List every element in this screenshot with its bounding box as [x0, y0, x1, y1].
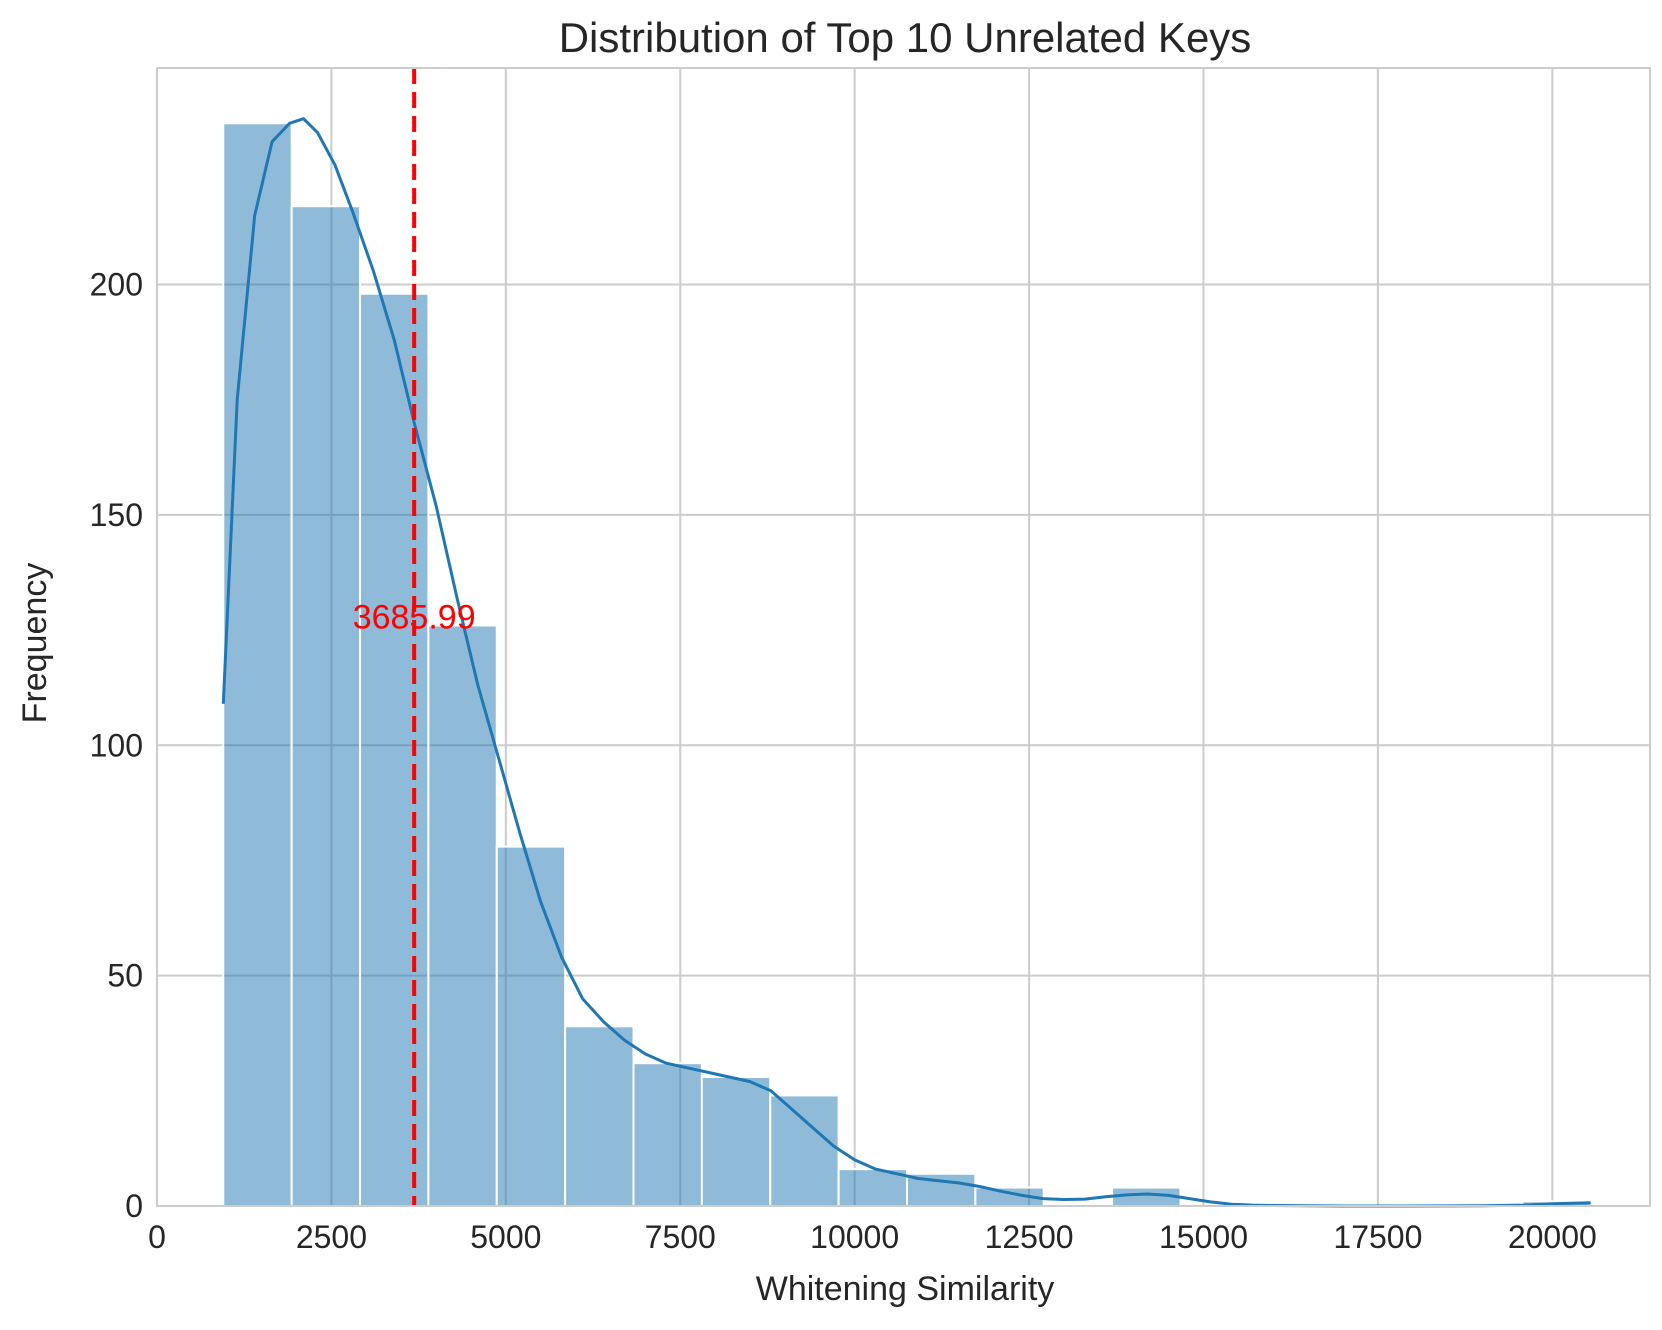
y-axis-label: Frequency [16, 563, 54, 724]
plot-frame [156, 67, 1651, 1207]
x-tick-label: 0 [148, 1219, 166, 1255]
x-tick-label: 20000 [1508, 1219, 1597, 1255]
histogram-bar [290, 205, 362, 1207]
y-tick-label: 0 [125, 1188, 143, 1224]
histogram-bar [564, 1025, 635, 1207]
histogram-bar [700, 1075, 772, 1208]
x-tick-label: 10000 [810, 1219, 899, 1255]
y-tick-label: 50 [107, 958, 143, 994]
x-tick-label: 5000 [470, 1219, 541, 1255]
x-tick-label: 7500 [645, 1219, 716, 1255]
histogram-bar [222, 122, 293, 1207]
x-tick-label: 12500 [985, 1219, 1074, 1255]
histogram-bar [359, 292, 430, 1207]
y-tick-label: 150 [90, 497, 143, 533]
kde-curve [221, 117, 1591, 1208]
histogram-bar [632, 1062, 703, 1207]
histogram-bar [769, 1094, 840, 1207]
y-tick-labels: 0 50 100 150 200 [90, 267, 143, 1224]
y-tick-label: 100 [90, 727, 143, 763]
mean-value-label: 3685.99 [353, 598, 476, 636]
chart-title: Distribution of Top 10 Unrelated Keys [559, 14, 1252, 61]
histogram-bar [495, 845, 567, 1207]
x-tick-label: 15000 [1159, 1219, 1248, 1255]
y-tick-label: 200 [90, 267, 143, 303]
x-axis-label: Whitening Similarity [756, 1270, 1055, 1308]
kde-layer [221, 117, 1591, 1208]
mean-layer: 3685.99 [353, 68, 476, 1206]
bars-layer [222, 122, 1592, 1208]
x-tick-label: 2500 [296, 1219, 367, 1255]
x-tick-labels: 0 2500 5000 7500 10000 12500 15000 17500 20000 [148, 1219, 1597, 1255]
x-tick-label: 17500 [1333, 1219, 1422, 1255]
